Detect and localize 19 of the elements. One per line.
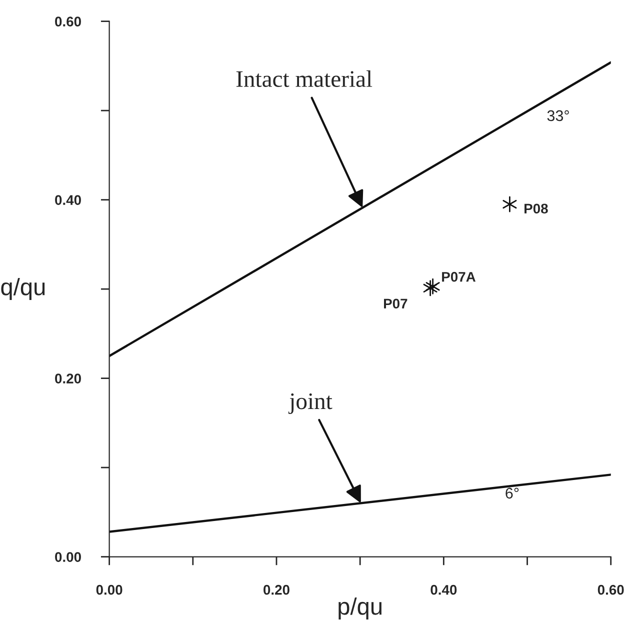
point [502, 196, 517, 212]
y-axis-title: q/qu [1, 278, 45, 300]
x-axis-title: p/qu [338, 598, 382, 620]
annotation: Intact material [236, 70, 372, 88]
x-tick-label: 0.20 [264, 584, 290, 595]
data-label: P07A [442, 272, 476, 282]
y-tick-label: 0.40 [55, 195, 81, 205]
y-tick-label: 0.20 [55, 374, 81, 384]
point [426, 278, 440, 294]
annotation: 6° [506, 488, 519, 499]
y-tick-label: 0.60 [55, 16, 81, 26]
annotation: joint [288, 393, 332, 414]
data-label: P08 [524, 204, 548, 214]
x-tick-label: 0.60 [598, 584, 624, 595]
annotation: 33° [547, 110, 569, 122]
x-tick-label: 0.00 [96, 584, 122, 595]
data-label: P07 [384, 298, 408, 309]
x-tick-label: 0.40 [430, 584, 457, 595]
y-tick-label: 0.00 [55, 552, 81, 562]
